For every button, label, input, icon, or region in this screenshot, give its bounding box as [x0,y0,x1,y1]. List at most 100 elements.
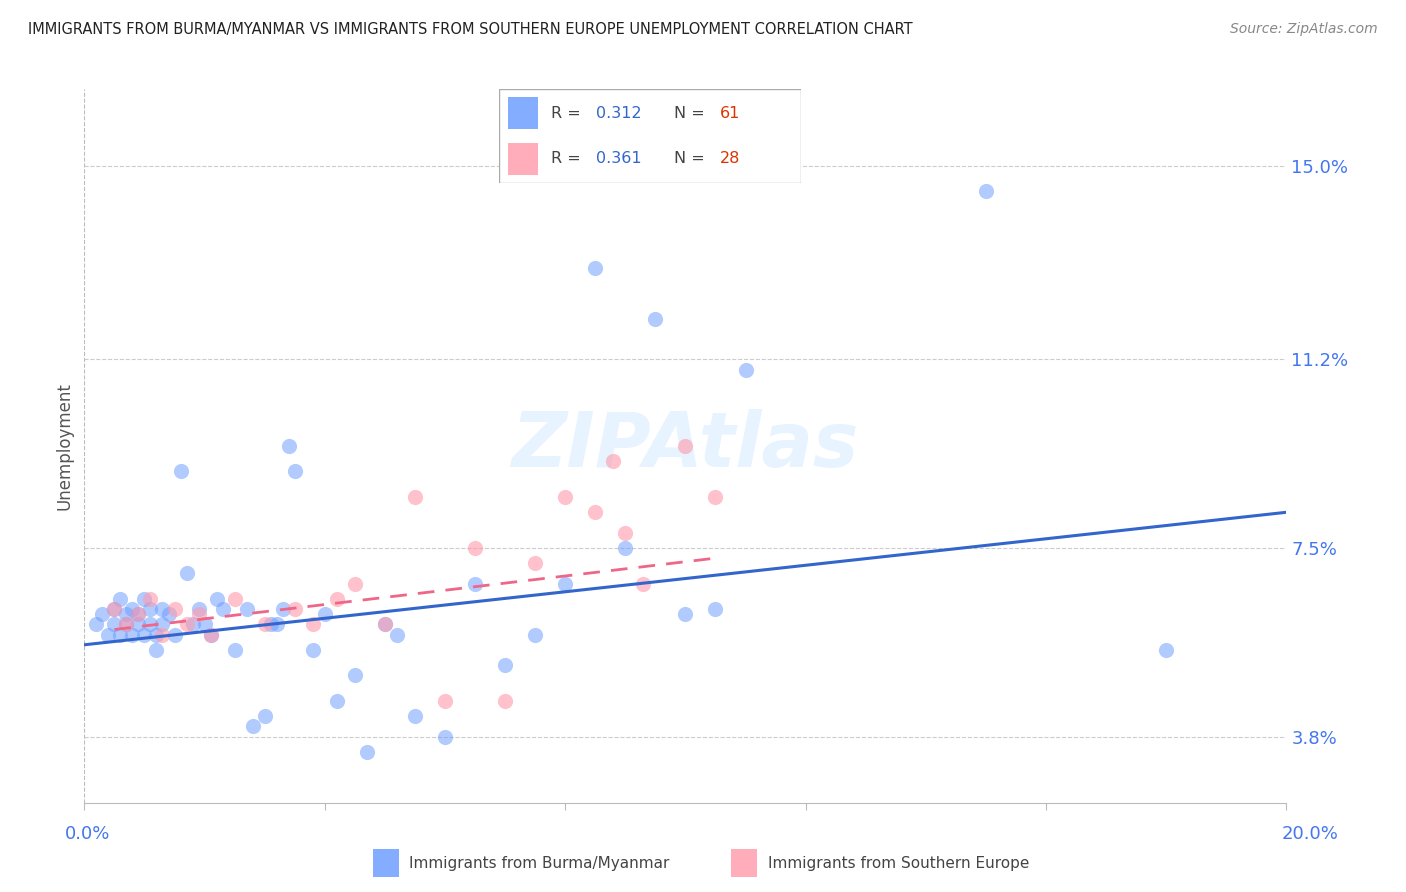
Point [675,439,697,453]
Point [176,566,198,581]
Point [633,576,655,591]
Point [374,617,396,632]
Point [284,465,307,479]
Bar [731,849,758,877]
Point [169,465,191,479]
Point [583,260,606,275]
Point [134,591,156,606]
Point [326,591,349,606]
Point [200,627,222,641]
Point [163,627,186,641]
Point [301,617,323,632]
Point [260,617,283,632]
Text: 61: 61 [720,105,740,120]
Point [121,602,143,616]
Point [494,694,516,708]
Point [103,602,125,616]
Point [127,617,149,632]
Point [91,607,114,622]
Text: R =: R = [551,105,585,120]
Text: N =: N = [675,152,710,167]
Point [734,362,756,376]
Text: Immigrants from Burma/Myanmar: Immigrants from Burma/Myanmar [409,855,669,871]
Point [277,439,299,453]
Point [163,602,186,616]
Point [464,541,486,555]
Point [187,602,209,616]
Point [554,490,576,504]
Point [602,454,624,468]
Point [704,490,727,504]
Point [200,627,222,641]
Point [152,627,174,641]
Point [614,541,637,555]
Point [284,602,307,616]
Point [211,602,233,616]
Point [181,617,204,632]
Point [675,607,697,622]
Point [139,617,162,632]
Point [145,627,167,641]
Point [145,643,167,657]
Point [644,311,666,326]
Point [583,505,606,519]
Point [194,617,217,632]
Text: IMMIGRANTS FROM BURMA/MYANMAR VS IMMIGRANTS FROM SOUTHERN EUROPE UNEMPLOYMENT CO: IMMIGRANTS FROM BURMA/MYANMAR VS IMMIGRA… [28,22,912,37]
Point [127,607,149,622]
Point [115,607,138,622]
Point [187,607,209,622]
Bar [373,849,399,877]
Point [157,607,180,622]
Text: Source: ZipAtlas.com: Source: ZipAtlas.com [1230,22,1378,37]
Point [974,184,997,198]
Point [314,607,336,622]
Point [356,745,378,759]
Point [86,617,108,632]
Point [110,627,132,641]
Point [614,525,637,540]
Bar [508,96,538,129]
Point [494,658,516,673]
Text: Immigrants from Southern Europe: Immigrants from Southern Europe [768,855,1029,871]
Point [176,617,198,632]
Text: 28: 28 [720,152,740,167]
Text: 0.0%: 0.0% [65,825,110,843]
Text: 20.0%: 20.0% [1282,825,1339,843]
Point [253,617,276,632]
Point [103,602,125,616]
Point [224,591,246,606]
Point [524,556,547,570]
Point [242,719,264,733]
Point [1156,643,1178,657]
Point [404,709,426,723]
Point [205,591,228,606]
Point [343,576,366,591]
Point [554,576,576,591]
Y-axis label: Unemployment: Unemployment [55,382,73,510]
Point [326,694,349,708]
Point [121,627,143,641]
Point [271,602,294,616]
Point [235,602,257,616]
Point [152,602,174,616]
Point [404,490,426,504]
Point [103,617,125,632]
Point [434,730,457,744]
Text: R =: R = [551,152,585,167]
Text: 0.312: 0.312 [596,105,641,120]
Point [127,607,149,622]
Point [97,627,120,641]
Point [464,576,486,591]
Point [253,709,276,723]
Point [110,591,132,606]
Point [374,617,396,632]
Point [704,602,727,616]
Point [152,617,174,632]
Point [224,643,246,657]
Point [301,643,323,657]
Point [115,617,138,632]
Text: N =: N = [675,105,710,120]
Point [266,617,288,632]
Point [434,694,457,708]
Point [139,591,162,606]
